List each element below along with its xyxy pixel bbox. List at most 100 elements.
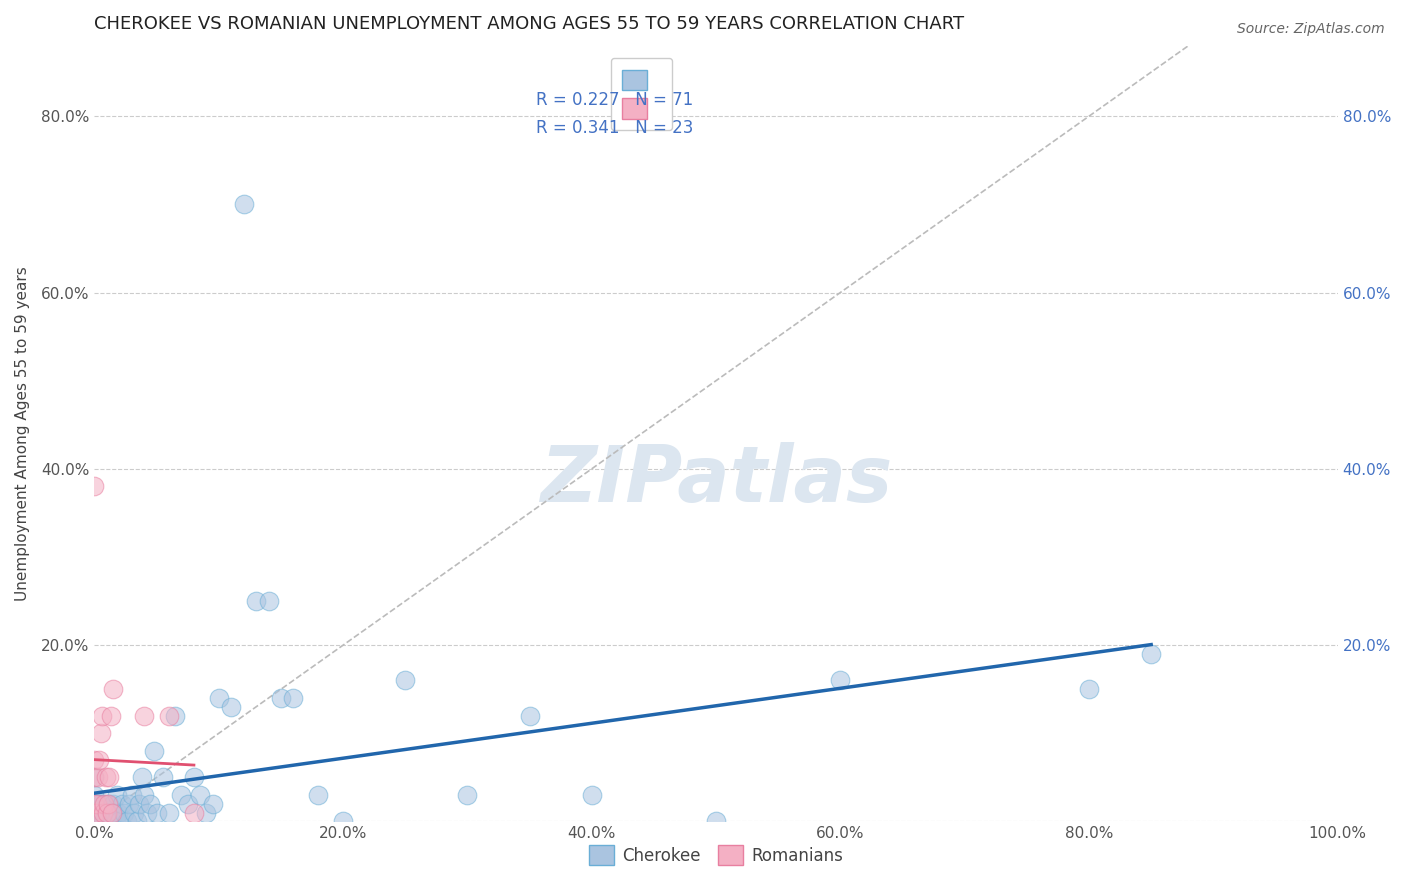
Point [89,753,111,767]
Point [90,708,112,723]
Point [456,788,478,802]
Point [257,594,280,608]
Point [135,805,157,820]
Point [122,805,145,820]
Point [83,797,105,811]
Point [96,805,118,820]
Point [134,708,156,723]
Point [103,805,125,820]
Point [104,814,127,829]
Point [1140,647,1163,661]
Point [152,771,174,785]
Text: Source: ZipAtlas.com: Source: ZipAtlas.com [1237,22,1385,37]
Point [87,771,110,785]
Point [91,805,114,820]
Point [83,797,105,811]
Point [89,814,111,829]
Point [83,805,105,820]
Point [115,814,138,829]
Point [121,788,143,802]
Text: R = 0.227   N = 71: R = 0.227 N = 71 [536,91,693,109]
Point [83,771,105,785]
Point [86,797,108,811]
Point [90,805,112,820]
Point [245,594,267,608]
Point [93,797,115,811]
Point [83,753,105,767]
Point [128,797,150,811]
Text: R = 0.341   N = 23: R = 0.341 N = 23 [536,119,693,136]
Point [101,682,124,697]
Point [201,797,224,811]
Point [283,691,305,706]
Point [581,788,603,802]
Point [90,805,112,820]
Point [83,805,105,820]
Point [1078,682,1101,697]
Point [94,797,117,811]
Point [219,699,242,714]
Point [139,797,162,811]
Point [145,805,167,820]
Point [90,797,112,811]
Point [394,673,416,688]
Point [519,708,541,723]
Point [83,479,105,493]
Point [94,771,117,785]
Point [125,814,148,829]
Point [94,814,117,829]
Point [97,814,120,829]
Point [100,805,122,820]
Point [98,797,121,811]
Point [195,805,218,820]
Point [84,805,107,820]
Point [93,814,115,829]
Point [157,708,180,723]
Point [170,788,193,802]
Point [96,805,118,820]
Point [118,797,141,811]
Point [188,788,211,802]
Point [83,788,105,802]
Point [101,805,124,820]
Point [131,771,153,785]
Point [208,691,231,706]
Text: ZIPatlas: ZIPatlas [540,442,893,518]
Point [183,771,205,785]
Point [86,814,108,829]
Point [232,197,254,211]
Point [157,805,180,820]
Y-axis label: Unemployment Among Ages 55 to 59 years: Unemployment Among Ages 55 to 59 years [15,266,30,601]
Point [91,797,114,811]
Point [183,805,205,820]
Point [134,788,156,802]
Point [270,691,292,706]
Point [90,814,112,829]
Point [105,788,128,802]
Point [90,726,112,740]
Point [112,805,135,820]
Point [307,788,329,802]
Point [143,744,166,758]
Point [96,814,118,829]
Point [101,814,124,829]
Point [83,771,105,785]
Point [93,805,115,820]
Text: CHEROKEE VS ROMANIAN UNEMPLOYMENT AMONG AGES 55 TO 59 YEARS CORRELATION CHART: CHEROKEE VS ROMANIAN UNEMPLOYMENT AMONG … [94,15,965,33]
Legend:  ,  : , [610,58,672,130]
Point [97,797,120,811]
Point [108,814,131,829]
Point [100,708,122,723]
Point [111,797,134,811]
Point [107,805,129,820]
Point [165,708,187,723]
Point [84,805,107,820]
Point [87,805,110,820]
Point [332,814,354,829]
Point [177,797,200,811]
Point [98,771,121,785]
Point [704,814,727,829]
Point [91,814,114,829]
Point [101,797,124,811]
Point [87,797,110,811]
